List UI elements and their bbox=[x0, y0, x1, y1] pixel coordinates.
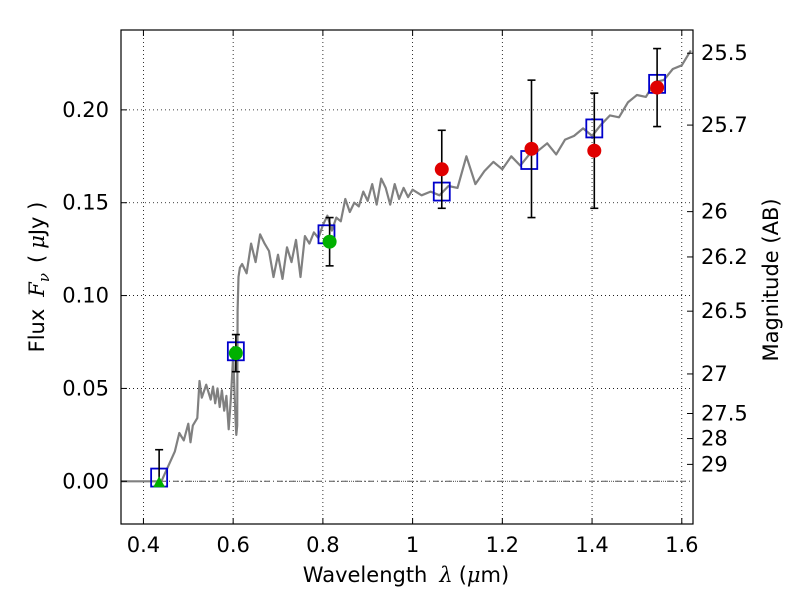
y-tick-label: 0.00 bbox=[62, 469, 109, 493]
photometry-point bbox=[587, 143, 602, 158]
x-tick-labels: 0.4 0.6 0.8 1 1.2 1.4 1.6 bbox=[127, 533, 699, 557]
y-axis-label: FluxFν(μJy ) bbox=[25, 202, 53, 353]
x-tick-label: 0.8 bbox=[306, 533, 339, 557]
x-tick-label: 1.2 bbox=[486, 533, 519, 557]
y-tick-labels: 0.00 0.05 0.10 0.15 0.20 bbox=[62, 98, 109, 493]
y-tick-label: 0.10 bbox=[62, 284, 109, 308]
x-tick-label: 1.4 bbox=[575, 533, 608, 557]
x-tick-label: 0.6 bbox=[216, 533, 249, 557]
right-tick-label: 27.5 bbox=[701, 402, 748, 426]
x-tick-label: 1 bbox=[406, 533, 419, 557]
x-tick-label: 1.6 bbox=[665, 533, 698, 557]
upper-limit-marker bbox=[153, 476, 166, 488]
photometry-point bbox=[322, 234, 337, 249]
right-tick-label: 26.2 bbox=[701, 245, 748, 269]
photometry-point bbox=[228, 346, 243, 361]
spectrum-line bbox=[121, 49, 692, 483]
right-tick-label: 26.5 bbox=[701, 299, 748, 323]
y-tick-label: 0.20 bbox=[62, 98, 109, 122]
photometry-point bbox=[650, 80, 665, 95]
right-tick-label: 29 bbox=[701, 452, 728, 476]
plot-frame bbox=[120, 29, 694, 525]
photometry-point bbox=[434, 162, 449, 177]
right-tick-label: 28 bbox=[701, 427, 728, 451]
axis-ticks bbox=[121, 30, 693, 524]
right-tick-label: 26 bbox=[701, 200, 728, 224]
grid-lines bbox=[121, 30, 693, 524]
plot-series bbox=[121, 47, 692, 488]
right-tick-label: 25.5 bbox=[701, 41, 748, 65]
right-tick-label: 25.7 bbox=[701, 113, 748, 137]
x-axis-label: Wavelength λ (μm) bbox=[303, 563, 509, 587]
right-tick-label: 27 bbox=[701, 362, 728, 386]
right-axis-label: Magnitude (AB) bbox=[759, 198, 783, 361]
y-tick-label: 0.15 bbox=[62, 191, 109, 215]
photometry-point bbox=[524, 141, 539, 156]
y-tick-label: 0.05 bbox=[62, 376, 109, 400]
x-tick-label: 0.4 bbox=[127, 533, 160, 557]
